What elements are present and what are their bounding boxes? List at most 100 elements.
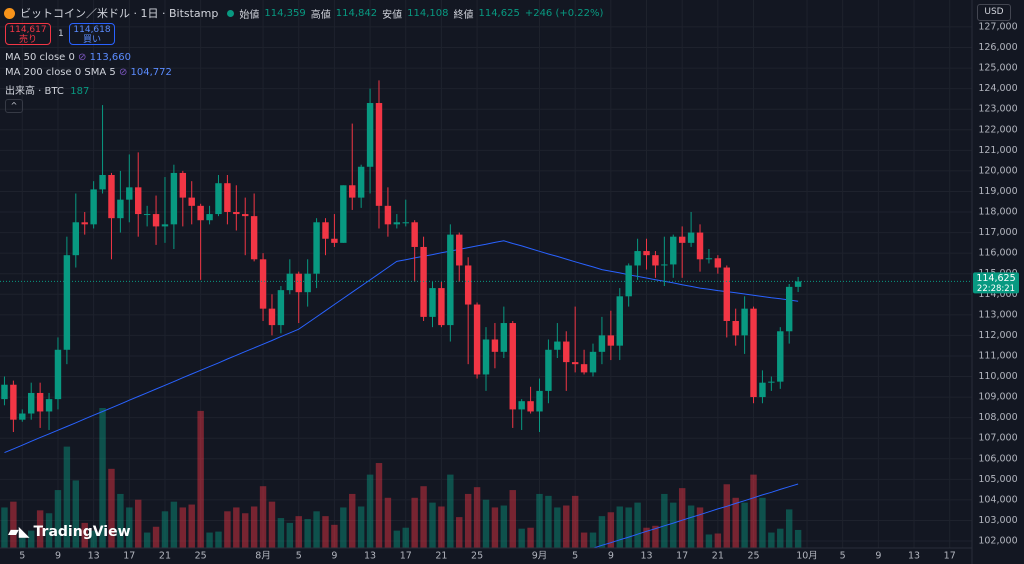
candle-body xyxy=(295,273,302,293)
y-tick-label: 122,000 xyxy=(978,124,1017,135)
change: +246 (+0.22%) xyxy=(524,7,604,19)
candle-body xyxy=(571,362,579,365)
volume-bar xyxy=(215,531,222,548)
candle-body xyxy=(126,187,133,200)
candle-body xyxy=(794,281,802,287)
volume-bar xyxy=(768,532,775,548)
x-tick-label: 17 xyxy=(944,551,956,562)
x-tick-label: 9 xyxy=(55,551,61,562)
y-tick-label: 120,000 xyxy=(978,165,1017,176)
y-tick-label: 121,000 xyxy=(978,145,1017,156)
x-tick-label: 9 xyxy=(875,551,881,562)
candle-body xyxy=(554,341,561,350)
currency-button[interactable]: USD xyxy=(977,4,1011,21)
candle-body xyxy=(411,222,418,247)
sell-button[interactable]: 114,617 売り xyxy=(5,23,51,45)
buy-button[interactable]: 114,618 買い xyxy=(69,23,115,45)
volume-bar xyxy=(393,530,401,548)
candle-body xyxy=(678,236,686,243)
volume-bar xyxy=(500,505,508,548)
volume-bar xyxy=(759,497,766,548)
y-tick-label: 108,000 xyxy=(978,412,1017,423)
candle-body xyxy=(616,296,623,346)
candle-body xyxy=(233,212,240,215)
sell-label: 売り xyxy=(18,35,37,45)
logo: ▰◣ TradingView xyxy=(8,524,131,540)
candle-body xyxy=(670,236,677,265)
candle-body xyxy=(54,349,62,400)
volume-bar xyxy=(233,507,240,548)
candle-body xyxy=(161,224,169,227)
volume-bar xyxy=(259,486,267,548)
volume-bar xyxy=(1,507,8,548)
candle-body xyxy=(304,273,311,293)
volume-bar xyxy=(179,507,187,548)
candle-body xyxy=(768,381,775,383)
volume-bar xyxy=(652,525,659,548)
candle-body xyxy=(625,265,632,297)
volume-bar xyxy=(36,510,44,548)
candle-body xyxy=(90,189,97,225)
x-tick-label: 25 xyxy=(747,551,759,562)
candle-body xyxy=(661,264,668,266)
volume-bar xyxy=(491,507,499,548)
x-tick-label: 17 xyxy=(676,551,688,562)
candle-body xyxy=(705,258,713,260)
x-tick-label: 8月 xyxy=(255,551,271,562)
y-tick-label: 114,000 xyxy=(978,289,1017,300)
collapse-button[interactable]: ^ xyxy=(5,99,23,113)
volume-bar xyxy=(482,499,490,548)
x-tick-label: 5 xyxy=(840,551,846,562)
volume-bar xyxy=(340,507,347,548)
y-tick-label: 107,000 xyxy=(978,433,1017,444)
volume-value: 187 xyxy=(70,86,90,97)
volume-bar xyxy=(705,534,713,548)
volume-bar xyxy=(152,526,160,548)
candle-body xyxy=(81,222,88,225)
open-label: 始値 xyxy=(239,9,260,21)
volume-bar xyxy=(90,530,97,548)
candle-body xyxy=(99,174,106,190)
volume-bar xyxy=(63,446,71,548)
buy-label: 買い xyxy=(82,35,101,45)
volume-bar xyxy=(750,474,757,548)
candle-body xyxy=(402,222,409,224)
volume-bar xyxy=(607,512,615,548)
x-tick-label: 17 xyxy=(123,551,135,562)
candle-body xyxy=(215,183,222,215)
candle-body xyxy=(10,384,17,420)
candle-body xyxy=(438,288,445,326)
volume-bar xyxy=(161,511,169,548)
x-tick-label: 25 xyxy=(195,551,207,562)
candle-body xyxy=(108,174,115,219)
y-tick-label: 109,000 xyxy=(978,392,1017,403)
candle-body xyxy=(28,392,35,414)
candle-body xyxy=(420,246,427,317)
candle-body xyxy=(36,392,44,412)
candle-body xyxy=(152,214,160,227)
x-tick-label: 9 xyxy=(608,551,614,562)
candle-body xyxy=(357,166,365,198)
volume-bar xyxy=(687,505,695,548)
candle-body xyxy=(45,399,53,412)
y-tick-label: 110,000 xyxy=(978,371,1017,382)
y-tick-label: 117,000 xyxy=(978,227,1017,238)
volume-bar xyxy=(402,527,409,548)
candle-body xyxy=(696,232,704,260)
volume-bar xyxy=(143,532,151,548)
volume-bar xyxy=(295,516,302,548)
volume-bar xyxy=(518,528,525,548)
volume-bar xyxy=(28,530,35,548)
x-tick-label: 13 xyxy=(640,551,652,562)
volume-bar xyxy=(268,501,276,548)
y-tick-label: 106,000 xyxy=(978,453,1017,464)
buy-price: 114,618 xyxy=(73,25,111,35)
close-label: 終値 xyxy=(453,9,474,21)
candle-body xyxy=(331,238,338,243)
volume-bar xyxy=(170,501,178,548)
sell-price: 114,617 xyxy=(9,25,47,35)
volume-bar xyxy=(10,501,17,548)
ma200-name: MA 200 close 0 SMA 5 xyxy=(5,67,116,78)
volume-bar xyxy=(224,511,231,548)
